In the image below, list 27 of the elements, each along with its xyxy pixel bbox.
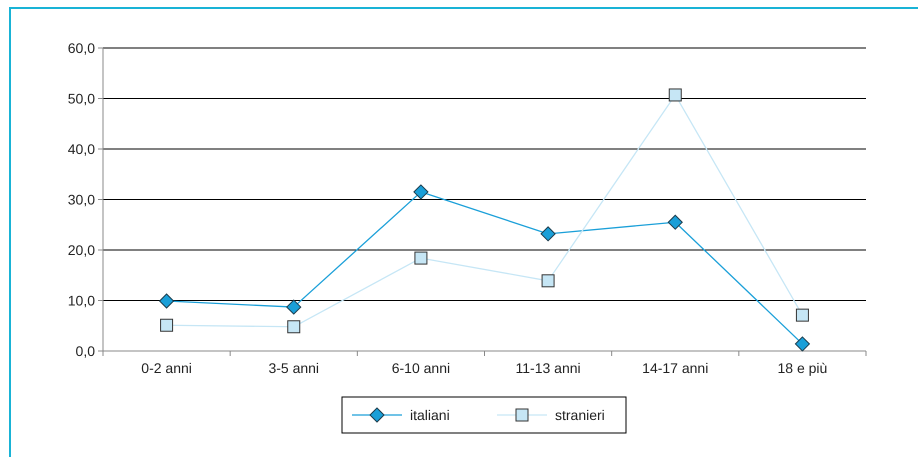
y-tick-label: 20,0 <box>68 242 96 258</box>
y-tick-label: 50,0 <box>68 90 96 106</box>
point <box>413 184 428 200</box>
point <box>160 318 174 332</box>
legend-label: stranieri <box>555 406 605 423</box>
point <box>668 88 682 102</box>
point <box>159 294 174 309</box>
x-tick-label: 11-13 anni <box>516 360 581 376</box>
x-tick-label: 3-5 anni <box>268 360 320 376</box>
point <box>542 274 555 288</box>
x-tick-label: 14-17 anni <box>642 360 708 376</box>
x-tick-label: 6-10 anni <box>392 360 450 376</box>
point <box>287 320 300 334</box>
point <box>540 226 556 242</box>
legend-label: italiani <box>410 406 450 423</box>
point <box>794 336 810 352</box>
point <box>796 308 809 322</box>
point <box>668 214 683 230</box>
x-tick-label: 0-2 anni <box>141 360 192 376</box>
point <box>286 300 302 315</box>
y-tick-label: 40,0 <box>68 140 96 157</box>
y-tick-label: 10,0 <box>68 292 96 308</box>
y-tick-label: 60,0 <box>68 40 96 56</box>
x-tick-label: 18 e più <box>778 360 828 376</box>
point <box>414 252 428 265</box>
y-tick-label: 0,0 <box>76 342 96 359</box>
y-tick-label: 30,0 <box>68 191 96 208</box>
